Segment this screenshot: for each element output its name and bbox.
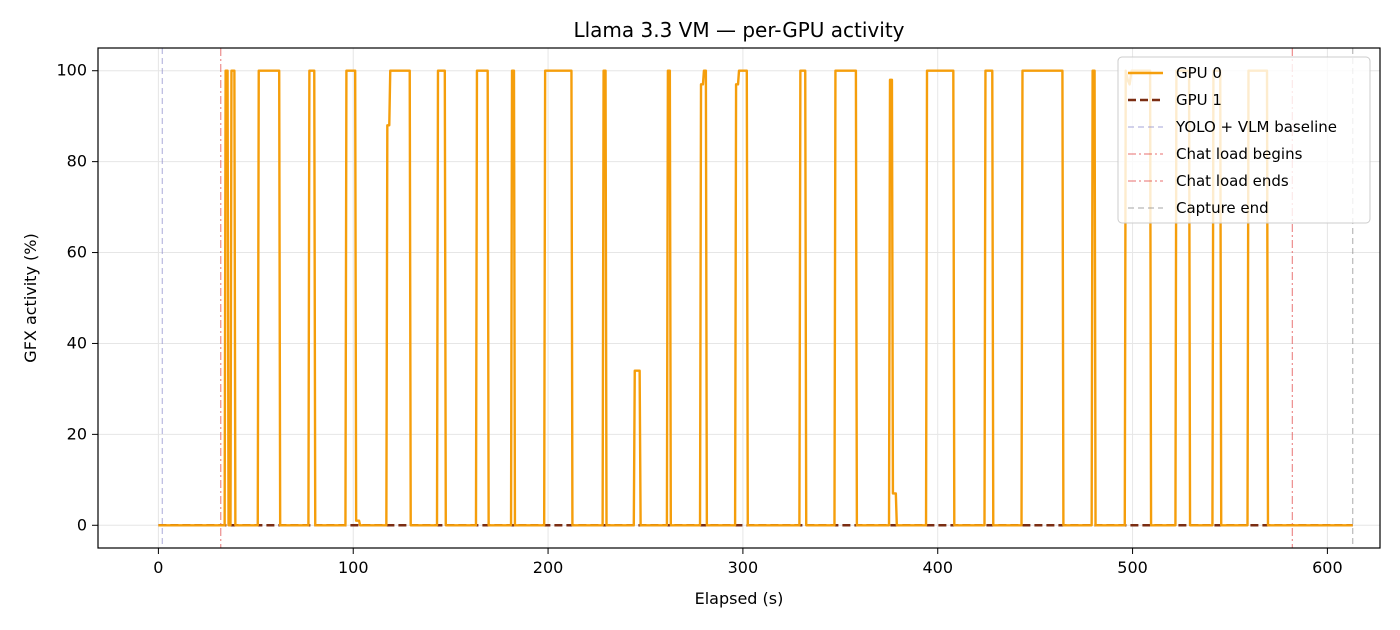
x-axis-label: Elapsed (s) [695, 589, 784, 608]
chart-title: Llama 3.3 VM — per-GPU activity [573, 18, 904, 42]
x-tick-label: 100 [338, 558, 369, 577]
x-tick-label: 0 [153, 558, 163, 577]
series-lines [158, 69, 1353, 527]
legend-box [1117, 56, 1371, 224]
plot-frame [97, 47, 1381, 549]
legend-label: GPU 1 [1176, 91, 1222, 109]
y-tick-label: 20 [67, 424, 87, 443]
series-line [158, 69, 1353, 527]
legend-label: Chat load begins [1176, 145, 1303, 163]
legend: GPU 0 GPU 1 YOLO + VLM baseline Chat load b… [1117, 56, 1371, 224]
y-tick-label: 0 [77, 515, 87, 534]
legend-label: GPU 0 [1176, 64, 1222, 82]
y-axis-label: GFX activity (%) [21, 233, 40, 362]
y-tick-label: 100 [56, 61, 87, 80]
y-tick-label: 40 [67, 333, 87, 352]
legend-label: YOLO + VLM baseline [1175, 118, 1337, 136]
legend-label: Chat load ends [1176, 172, 1289, 190]
axis-ticks: 0 100 200 300 400 500 600 0 20 40 60 80 100 [56, 61, 1342, 577]
x-tick-label: 500 [1117, 558, 1148, 577]
x-tick-label: 600 [1312, 558, 1343, 577]
x-tick-label: 200 [533, 558, 564, 577]
y-tick-label: 60 [67, 243, 87, 262]
x-tick-label: 400 [922, 558, 953, 577]
x-tick-label: 300 [728, 558, 759, 577]
legend-label: Capture end [1176, 199, 1269, 217]
y-tick-label: 80 [67, 152, 87, 171]
